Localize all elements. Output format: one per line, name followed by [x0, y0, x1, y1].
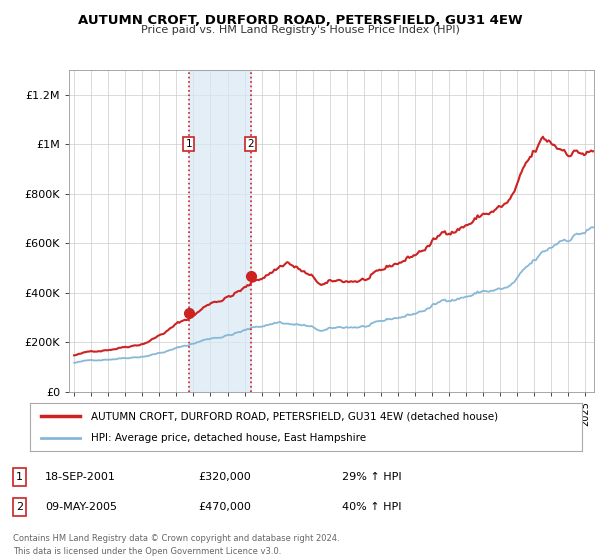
Text: £320,000: £320,000	[198, 472, 251, 482]
Text: £470,000: £470,000	[198, 502, 251, 512]
Text: 29% ↑ HPI: 29% ↑ HPI	[342, 472, 401, 482]
Text: 1: 1	[185, 139, 192, 150]
Text: 40% ↑ HPI: 40% ↑ HPI	[342, 502, 401, 512]
Text: AUTUMN CROFT, DURFORD ROAD, PETERSFIELD, GU31 4EW (detached house): AUTUMN CROFT, DURFORD ROAD, PETERSFIELD,…	[91, 411, 498, 421]
Text: Contains HM Land Registry data © Crown copyright and database right 2024.
This d: Contains HM Land Registry data © Crown c…	[13, 534, 340, 556]
Text: 1: 1	[16, 472, 23, 482]
Text: 2: 2	[16, 502, 23, 512]
Text: HPI: Average price, detached house, East Hampshire: HPI: Average price, detached house, East…	[91, 433, 366, 443]
Text: 18-SEP-2001: 18-SEP-2001	[45, 472, 116, 482]
Text: 2: 2	[247, 139, 254, 150]
Text: AUTUMN CROFT, DURFORD ROAD, PETERSFIELD, GU31 4EW: AUTUMN CROFT, DURFORD ROAD, PETERSFIELD,…	[77, 14, 523, 27]
Bar	[188, 70, 251, 392]
Text: Price paid vs. HM Land Registry's House Price Index (HPI): Price paid vs. HM Land Registry's House …	[140, 25, 460, 35]
Text: 09-MAY-2005: 09-MAY-2005	[45, 502, 117, 512]
